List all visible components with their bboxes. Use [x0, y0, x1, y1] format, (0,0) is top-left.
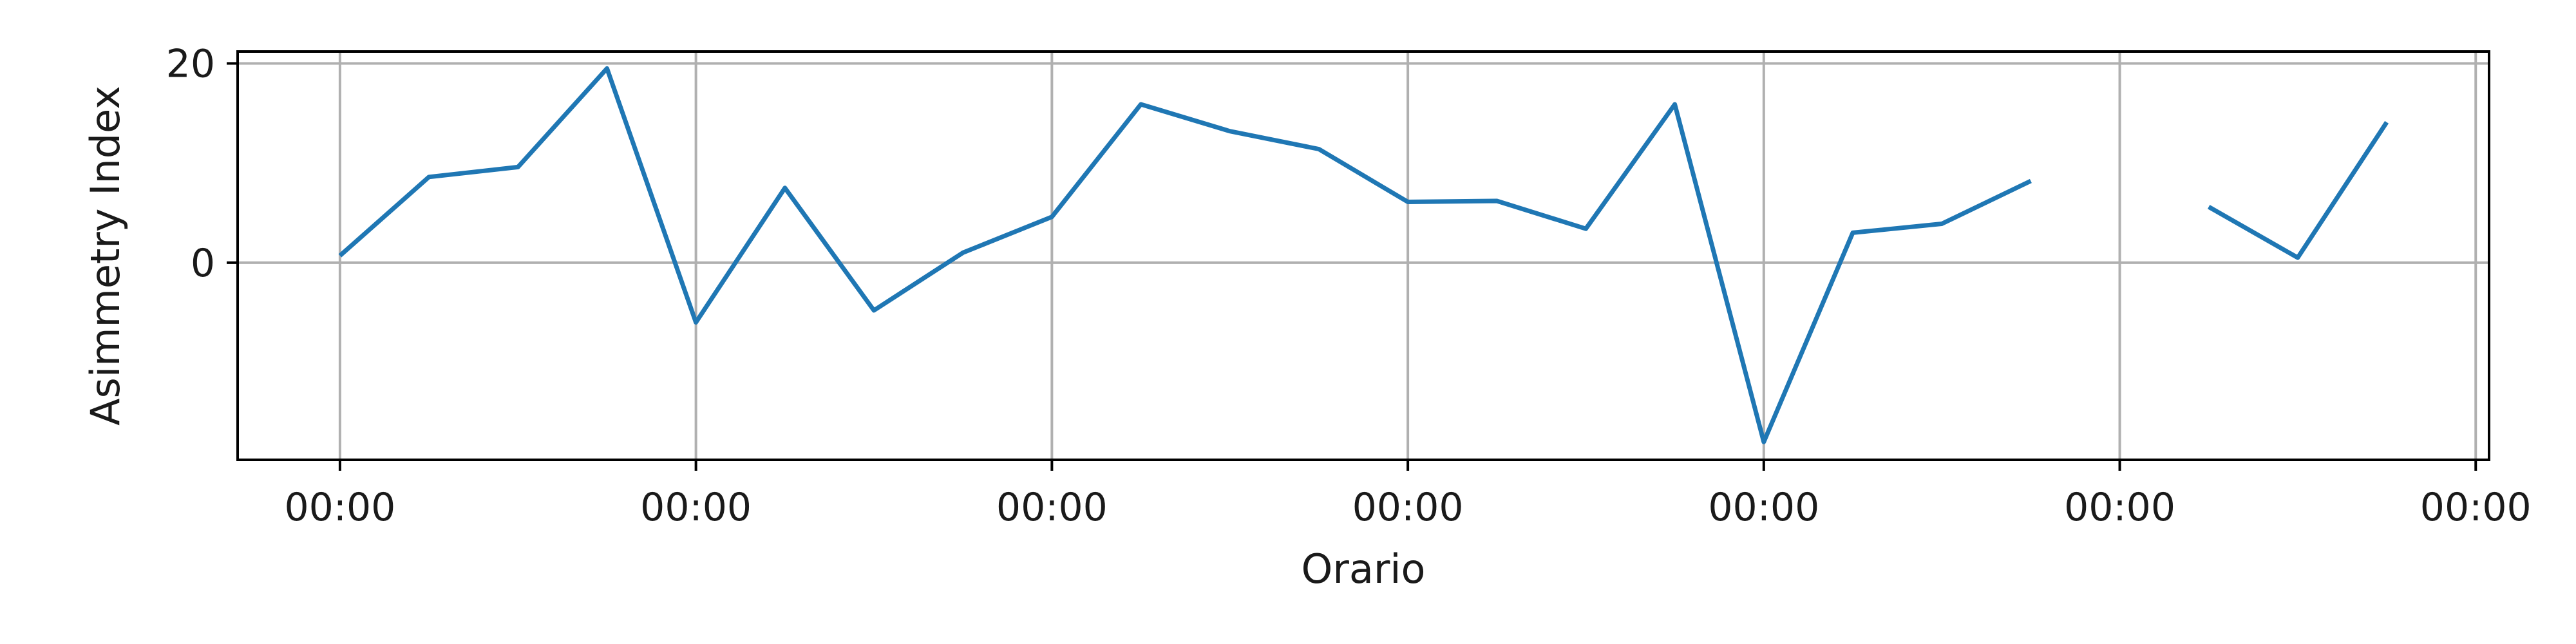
x-tick-label: 00:00 — [996, 485, 1108, 530]
series-layer — [338, 66, 2389, 444]
x-axis-label: Orario — [1302, 545, 1426, 592]
ticks: 00:00 00:00 00:00 00:00 00:00 00:00 00:00 0 20 — [166, 42, 2532, 530]
grid — [238, 52, 2489, 460]
x-tick-label: 00:00 — [2420, 485, 2532, 530]
y-tick-label: 0 — [191, 241, 215, 286]
series-line-segment — [2207, 120, 2389, 260]
y-axis-label: Asimmetry Index — [82, 86, 129, 426]
x-tick-label: 00:00 — [1352, 485, 1464, 530]
x-tick-label: 00:00 — [284, 485, 395, 530]
plot-frame — [236, 50, 2490, 461]
x-tick-label: 00:00 — [2064, 485, 2175, 530]
x-tick-label: 00:00 — [1708, 485, 1819, 530]
series-line-segment — [338, 66, 2032, 444]
x-tick-label: 00:00 — [640, 485, 752, 530]
y-tick-label: 20 — [166, 42, 215, 87]
